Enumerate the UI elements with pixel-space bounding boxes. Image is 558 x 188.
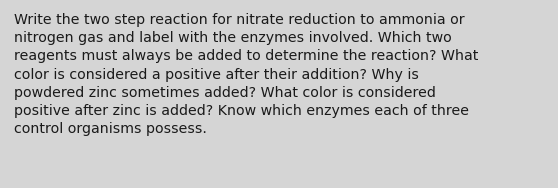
Text: Write the two step reaction for nitrate reduction to ammonia or
nitrogen gas and: Write the two step reaction for nitrate … [14,13,478,136]
